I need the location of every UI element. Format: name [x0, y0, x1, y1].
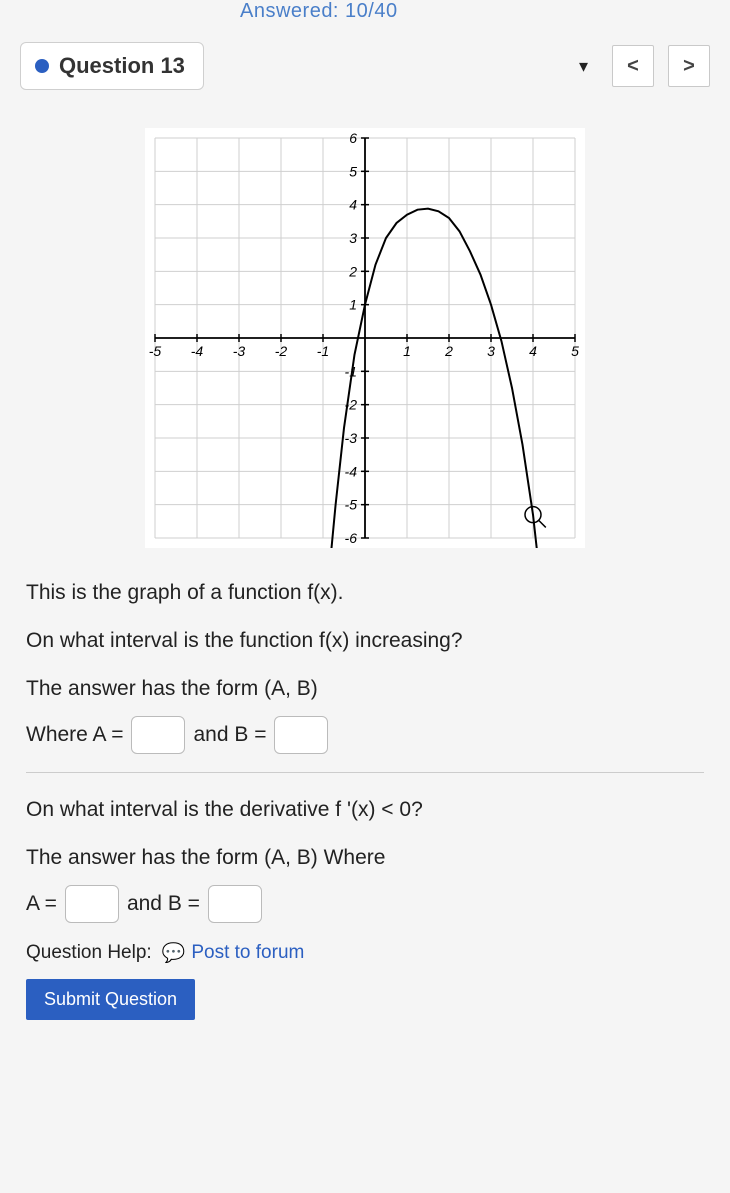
- prompt-line-3: The answer has the form (A, B): [26, 668, 704, 710]
- input-a2[interactable]: [65, 885, 119, 923]
- svg-text:-3: -3: [233, 343, 246, 359]
- prev-button[interactable]: <: [612, 45, 654, 87]
- svg-text:1: 1: [403, 343, 411, 359]
- svg-text:-2: -2: [275, 343, 288, 359]
- a-eq-label: A =: [26, 892, 57, 916]
- answer-row-1: Where A = and B =: [26, 716, 704, 754]
- svg-text:1: 1: [349, 297, 357, 313]
- svg-text:2: 2: [444, 343, 453, 359]
- post-to-forum-label: Post to forum: [191, 942, 304, 964]
- input-a1[interactable]: [131, 716, 185, 754]
- svg-text:-1: -1: [317, 343, 329, 359]
- question-help-row: Question Help: 💬 Post to forum: [26, 941, 704, 965]
- part2-line-1: On what interval is the derivative f '(x…: [26, 789, 704, 831]
- input-b2[interactable]: [208, 885, 262, 923]
- svg-text:6: 6: [349, 130, 357, 146]
- svg-text:3: 3: [487, 343, 495, 359]
- chat-icon: 💬: [162, 941, 186, 965]
- answered-counter: Answered: 10/40: [0, 0, 730, 24]
- question-header: Question 13 ▾ < >: [0, 24, 730, 100]
- status-dot-icon: [35, 59, 49, 73]
- next-button[interactable]: >: [668, 45, 710, 87]
- post-to-forum-link[interactable]: 💬 Post to forum: [162, 941, 305, 965]
- answer-row-2: A = and B =: [26, 885, 704, 923]
- help-label: Question Help:: [26, 942, 152, 964]
- prompt-line-1: This is the graph of a function f(x).: [26, 572, 704, 614]
- svg-text:-5: -5: [149, 343, 162, 359]
- divider: [26, 772, 704, 773]
- question-title: Question 13: [59, 53, 185, 79]
- where-a-label: Where A =: [26, 723, 123, 747]
- svg-text:2: 2: [348, 263, 357, 279]
- prompt-line-2: On what interval is the function f(x) in…: [26, 620, 704, 662]
- svg-text:-4: -4: [191, 343, 204, 359]
- and-b-label-2: and B =: [127, 892, 200, 916]
- svg-text:-4: -4: [345, 463, 358, 479]
- svg-text:5: 5: [571, 343, 579, 359]
- function-graph: -5-4-3-2-112345-6-5-4-3-2-1123456: [145, 128, 585, 548]
- submit-question-button[interactable]: Submit Question: [26, 979, 195, 1020]
- part2-line-2: The answer has the form (A, B) Where: [26, 837, 704, 879]
- question-pill[interactable]: Question 13: [20, 42, 204, 90]
- svg-text:-3: -3: [345, 430, 358, 446]
- graph-container: -5-4-3-2-112345-6-5-4-3-2-1123456: [26, 110, 704, 572]
- svg-text:3: 3: [349, 230, 357, 246]
- chevron-down-icon[interactable]: ▾: [569, 50, 598, 83]
- input-b1[interactable]: [274, 716, 328, 754]
- svg-text:-5: -5: [345, 497, 358, 513]
- svg-text:5: 5: [349, 163, 357, 179]
- and-b-label: and B =: [193, 723, 266, 747]
- svg-text:4: 4: [349, 197, 357, 213]
- svg-text:-6: -6: [345, 530, 358, 546]
- svg-text:4: 4: [529, 343, 537, 359]
